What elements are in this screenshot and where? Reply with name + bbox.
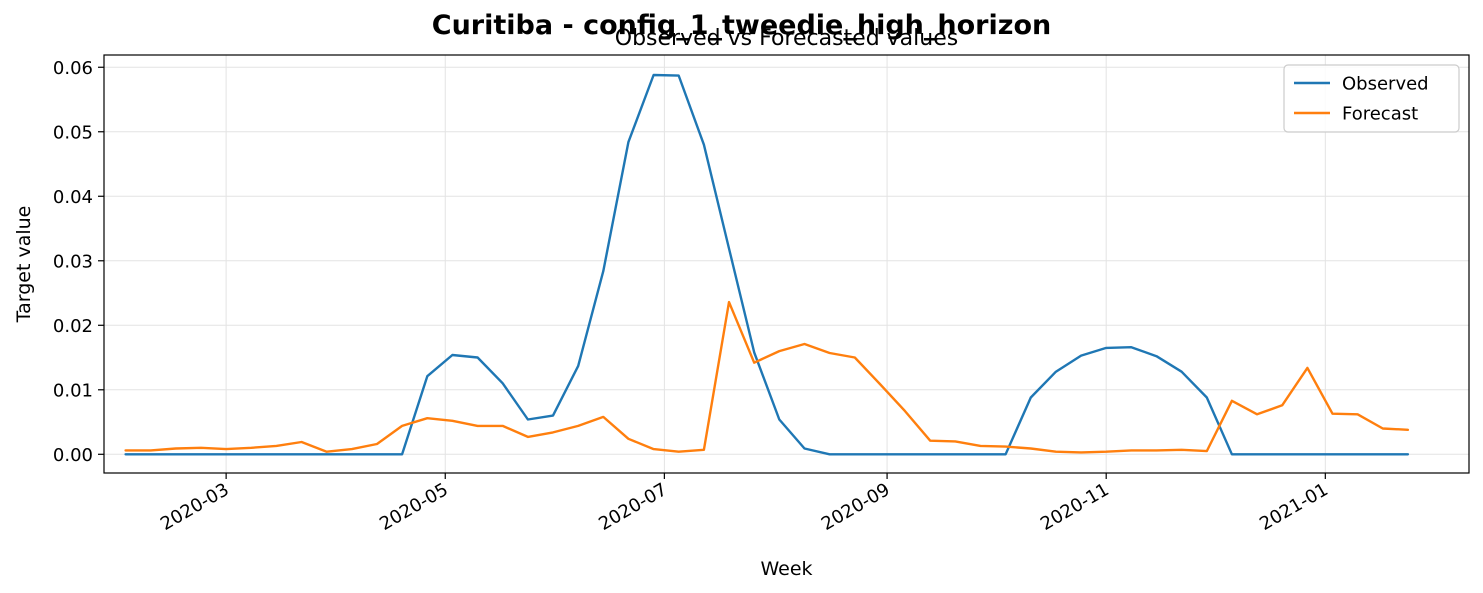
x-tick-label: 2020-03 — [157, 479, 233, 535]
x-tick-label: 2020-05 — [376, 479, 452, 535]
series-lines — [124, 73, 1410, 456]
y-tick-label: 0.02 — [53, 316, 93, 337]
axis-ticks: 0.00 0.01 0.02 0.03 0.04 0.05 0.06 2020-03 2020-… — [53, 58, 1332, 535]
plot-frame — [103, 54, 1470, 474]
x-tick-label: 2021-01 — [1256, 479, 1332, 535]
legend-label-observed: Observed — [1342, 74, 1429, 95]
legend-label-forecast: Forecast — [1342, 104, 1418, 125]
y-tick-label: 0.06 — [53, 58, 93, 79]
x-tick-label: 2020-09 — [818, 479, 894, 535]
y-tick-label: 0.00 — [53, 445, 93, 466]
y-tick-label: 0.04 — [53, 187, 93, 208]
y-tick-label: 0.05 — [53, 122, 93, 143]
x-axis-label: Week — [760, 558, 812, 580]
y-tick-label: 0.03 — [53, 251, 93, 272]
y-axis-label: Target value — [13, 206, 35, 324]
series-line-forecast — [124, 300, 1410, 454]
grid — [104, 55, 1469, 473]
legend: Observed Forecast — [1283, 64, 1460, 133]
x-tick-label: 2020-07 — [595, 479, 671, 535]
legend-frame — [1283, 64, 1460, 133]
y-tick-label: 0.01 — [53, 380, 93, 401]
series-line-observed — [124, 73, 1410, 456]
x-tick-label: 2020-11 — [1037, 479, 1113, 535]
chart-title: Observed vs Forecasted values — [615, 26, 958, 51]
figure-suptitle: Curitiba - config_1_tweedie_high_horizon — [431, 10, 1052, 41]
